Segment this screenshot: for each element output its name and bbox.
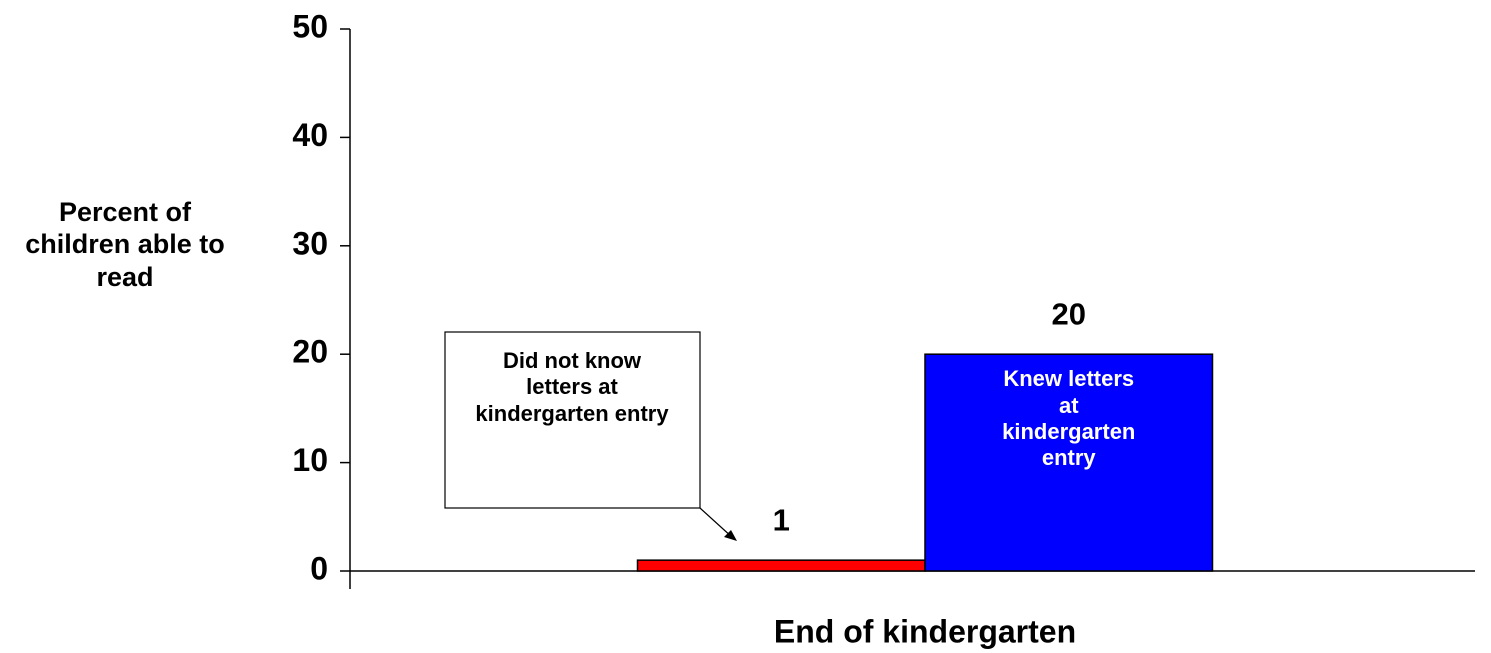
y-tick-label: 20 [292, 334, 328, 370]
bar [924, 353, 1214, 572]
value-label: 1 [773, 502, 790, 537]
y-tick-label: 0 [310, 550, 328, 586]
series-label: Did not know letters at kindergarten ent… [475, 348, 669, 426]
series-label-box [444, 331, 701, 509]
series-label: Knew letters at kindergarten entry [1002, 366, 1136, 471]
bar [636, 559, 926, 572]
y-tick-label: 10 [292, 442, 328, 478]
y-tick-label: 30 [292, 225, 328, 261]
y-tick-label: 40 [292, 117, 328, 153]
series-label-arrowhead [724, 530, 737, 541]
y-tick-label: 50 [292, 8, 328, 44]
series-label-arrow [699, 507, 734, 539]
x-axis-label: End of kindergarten [774, 613, 1076, 649]
value-label: 20 [1052, 296, 1086, 331]
y-axis-label: Percent of children able to read [25, 197, 225, 292]
